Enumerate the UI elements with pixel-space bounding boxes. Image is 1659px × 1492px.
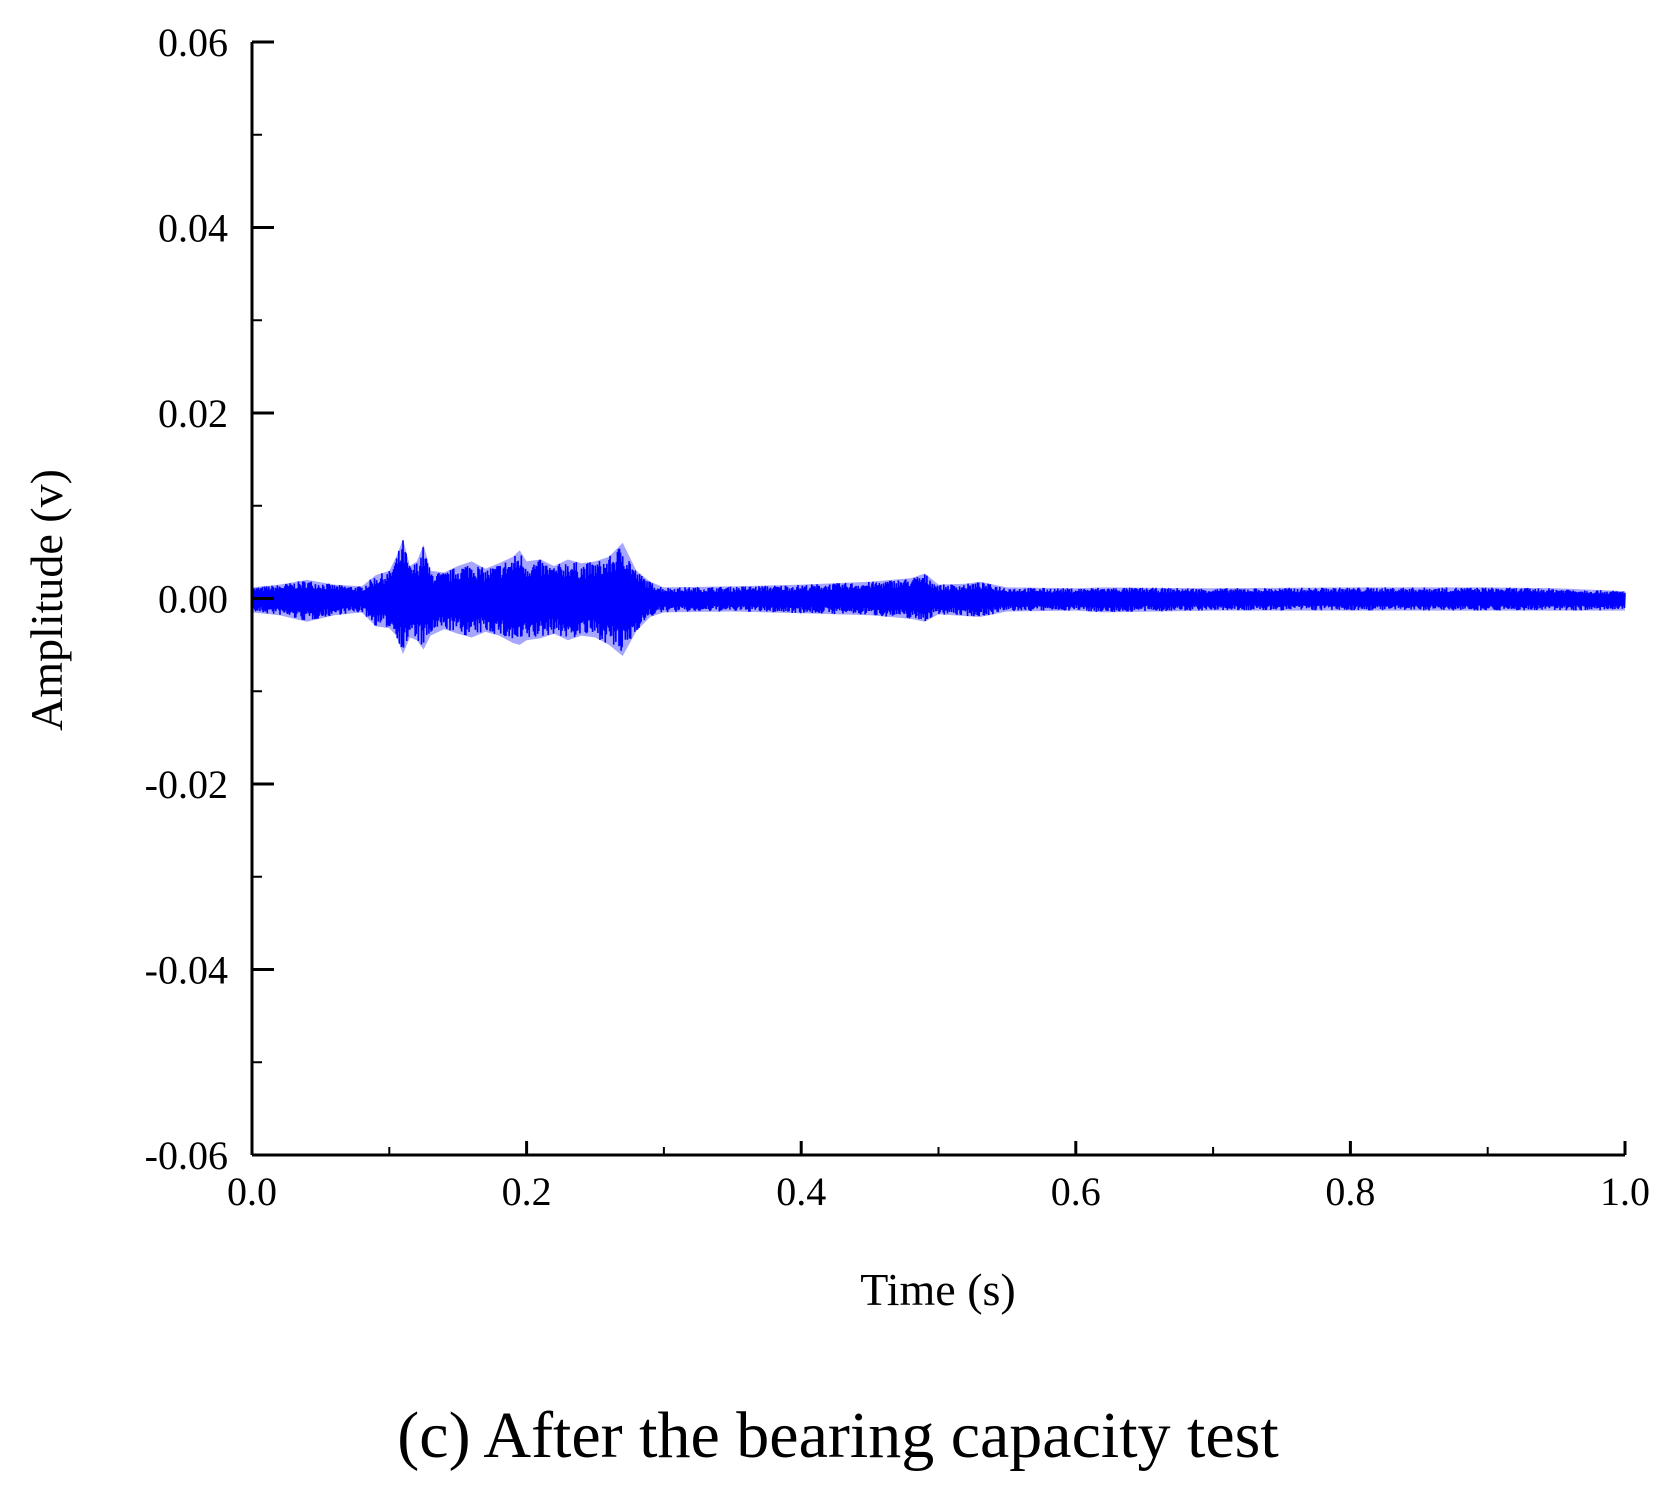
- x-tick-label: 0.0: [227, 1169, 277, 1214]
- x-tick-label: 1.0: [1600, 1169, 1650, 1214]
- ticks-layer: 0.0 0.2 0.4 0.6 0.8 1.0 0.06 0.04 0.02 0.00 -0.02 -…: [145, 20, 1650, 1214]
- y-tick-label: 0.00: [158, 577, 228, 622]
- y-axis-label: Amplitude (v): [21, 469, 72, 731]
- y-tick-label: -0.04: [145, 948, 228, 993]
- signal-layer: [251, 539, 1626, 656]
- y-tick-label: -0.06: [145, 1133, 228, 1178]
- signal-trace: [251, 540, 1626, 651]
- y-tick-label: 0.06: [158, 20, 228, 65]
- x-tick-label: 0.6: [1051, 1169, 1101, 1214]
- y-tick-label: 0.02: [158, 391, 228, 436]
- y-tick-label: -0.02: [145, 762, 228, 807]
- x-tick-label: 0.8: [1325, 1169, 1375, 1214]
- x-tick-label: 0.4: [776, 1169, 826, 1214]
- y-tick-label: 0.04: [158, 206, 228, 251]
- x-tick-label: 0.2: [502, 1169, 552, 1214]
- x-axis-label: Time (s): [860, 1264, 1016, 1315]
- chart-caption: (c) After the bearing capacity test: [397, 1399, 1278, 1472]
